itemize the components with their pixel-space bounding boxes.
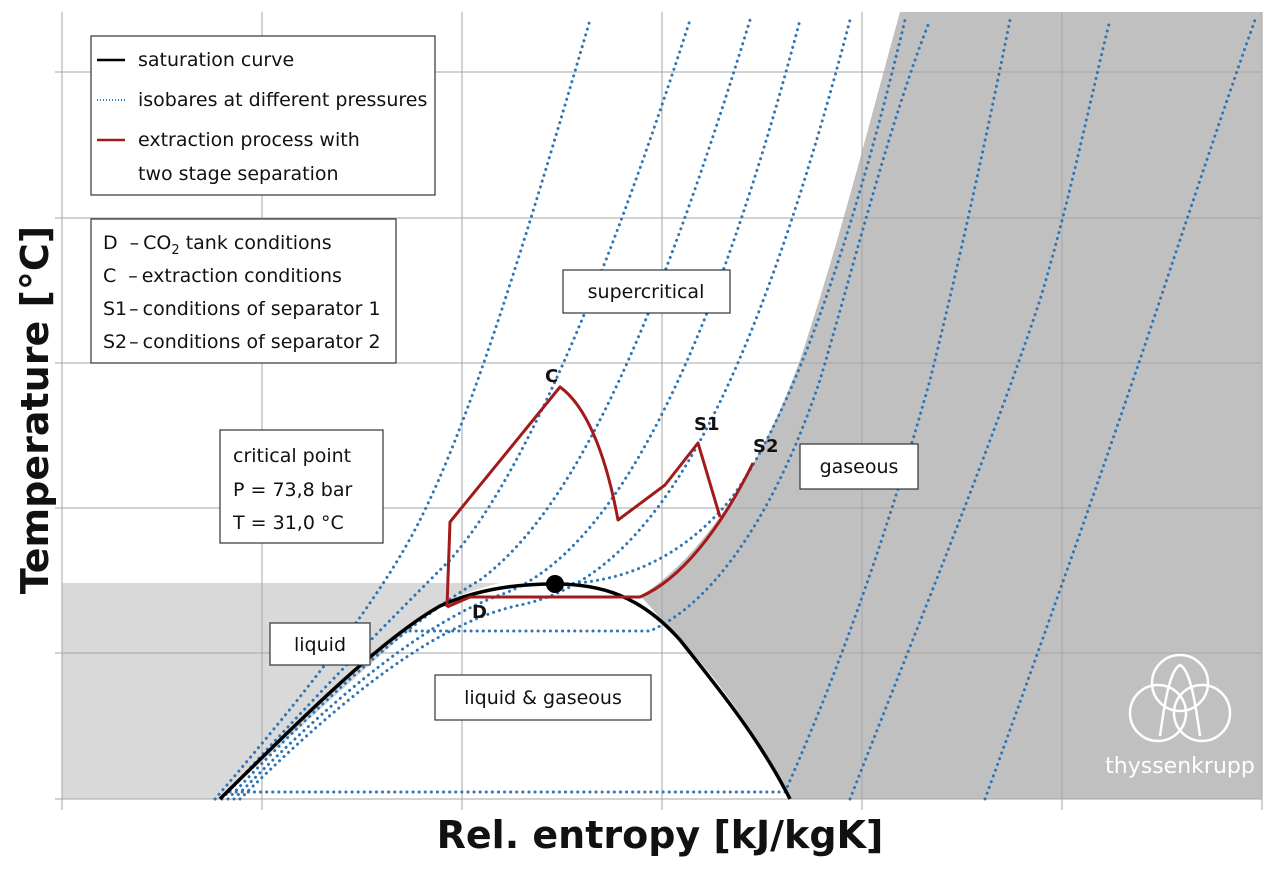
point-label-d: D <box>472 602 487 623</box>
thyssenkrupp-logo: thyssenkrupp <box>1105 653 1255 779</box>
isobar <box>213 18 592 801</box>
legend: saturation curve isobares at different p… <box>90 35 436 196</box>
region-supercritical: supercritical <box>588 281 705 303</box>
gaseous-region <box>640 12 1262 799</box>
svg-text:critical point: critical point <box>233 445 351 467</box>
isobar <box>232 18 802 801</box>
isobar <box>226 18 752 801</box>
region-liquid: liquid <box>294 634 346 656</box>
key-s1: S1– conditions of separator 1 <box>103 298 381 320</box>
legend-saturation: saturation curve <box>138 49 294 71</box>
point-label-s1: S1 <box>694 414 720 435</box>
isobars <box>213 18 1257 801</box>
isobar <box>408 18 932 633</box>
legend-process-line1: extraction process with <box>138 129 360 151</box>
legend-process-line2: two stage separation <box>138 163 339 185</box>
point-label-s2: S2 <box>753 436 779 457</box>
x-axis-label: Rel. entropy [kJ/kgK] <box>437 813 884 857</box>
isobar <box>983 18 1257 801</box>
y-axis-label: Temperature [°C] <box>13 226 57 594</box>
key-c: C – extraction conditions <box>103 265 342 287</box>
liquid-region <box>62 583 500 799</box>
critical-point-marker <box>546 575 564 593</box>
points-key: D – CO2 tank conditions C – extraction condi… <box>90 218 397 364</box>
isobar <box>228 18 1012 794</box>
svg-text:T = 31,0 °C: T = 31,0 °C <box>232 512 344 534</box>
svg-text:thyssenkrupp: thyssenkrupp <box>1105 754 1255 779</box>
key-d: D – CO2 tank conditions <box>103 232 332 258</box>
point-label-c: C <box>545 366 558 387</box>
isobar <box>848 18 1112 801</box>
extraction-process <box>445 385 755 609</box>
region-gaseous: gaseous <box>820 456 899 478</box>
legend-isobars: isobares at different pressures <box>138 89 427 111</box>
key-s2: S2– conditions of separator 2 <box>103 331 381 353</box>
region-liquid-gaseous: liquid & gaseous <box>464 687 622 709</box>
isobar <box>220 18 692 801</box>
critical-point-info: critical point P = 73,8 bar T = 31,0 °C <box>219 429 384 544</box>
svg-text:P = 73,8 bar: P = 73,8 bar <box>233 479 353 501</box>
